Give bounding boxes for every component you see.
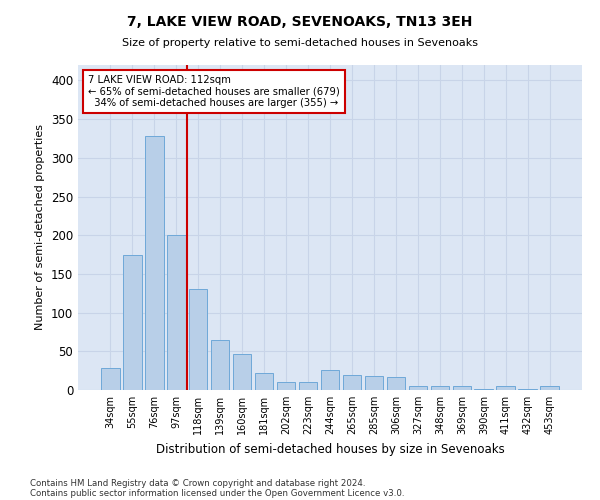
Bar [541,386,559,390]
Y-axis label: Number of semi-detached properties: Number of semi-detached properties [35,124,46,330]
Bar [101,368,119,390]
Bar [518,389,537,390]
Bar [277,382,295,390]
Bar [475,389,493,390]
Bar [233,354,251,390]
Bar [255,373,274,390]
Text: 7, LAKE VIEW ROAD, SEVENOAKS, TN13 3EH: 7, LAKE VIEW ROAD, SEVENOAKS, TN13 3EH [127,15,473,29]
Bar [343,374,361,390]
Text: 7 LAKE VIEW ROAD: 112sqm
← 65% of semi-detached houses are smaller (679)
  34% o: 7 LAKE VIEW ROAD: 112sqm ← 65% of semi-d… [88,74,340,108]
Bar [211,340,229,390]
Text: Contains HM Land Registry data © Crown copyright and database right 2024.: Contains HM Land Registry data © Crown c… [30,478,365,488]
Bar [386,377,405,390]
Bar [189,290,208,390]
Bar [167,235,185,390]
Bar [409,386,427,390]
Bar [365,376,383,390]
Text: Contains public sector information licensed under the Open Government Licence v3: Contains public sector information licen… [30,488,404,498]
Bar [431,386,449,390]
X-axis label: Distribution of semi-detached houses by size in Sevenoaks: Distribution of semi-detached houses by … [155,442,505,456]
Bar [496,386,515,390]
Bar [299,382,317,390]
Bar [320,370,340,390]
Bar [452,386,471,390]
Bar [123,254,142,390]
Text: Size of property relative to semi-detached houses in Sevenoaks: Size of property relative to semi-detach… [122,38,478,48]
Bar [145,136,164,390]
